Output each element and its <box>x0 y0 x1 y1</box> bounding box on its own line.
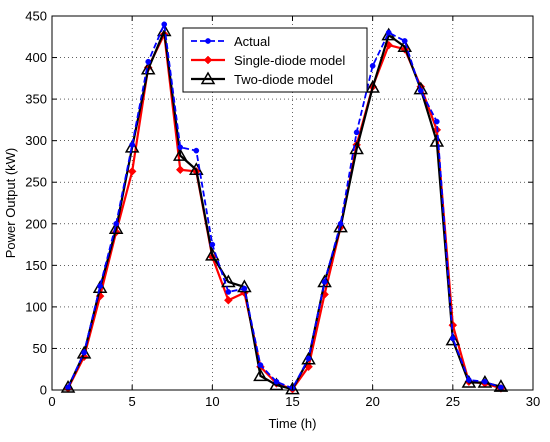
legend-entry: Two-diode model <box>191 71 333 87</box>
data-point <box>301 351 316 365</box>
data-point <box>369 63 376 69</box>
legend-entries: Actual Single-diode model Two-diode model <box>191 34 345 87</box>
x-tick-label: 20 <box>365 394 379 409</box>
legend: Actual Single-diode model Two-diode model <box>182 27 368 93</box>
data-point <box>445 332 461 346</box>
y-tick-label: 350 <box>25 92 47 107</box>
data-point <box>257 362 264 368</box>
y-tick-label: 400 <box>25 50 47 65</box>
grid <box>52 16 533 390</box>
y-tick-label: 300 <box>25 133 47 148</box>
data-point <box>193 147 200 154</box>
data-point <box>225 289 232 295</box>
data-point <box>175 165 185 175</box>
series-line <box>67 29 502 391</box>
data-point <box>429 133 445 147</box>
data-point <box>140 61 156 75</box>
x-tick-label: 15 <box>285 394 299 409</box>
data-point <box>92 280 108 294</box>
y-tick-label: 250 <box>25 175 47 190</box>
data-point <box>317 274 332 288</box>
data-point <box>321 279 328 285</box>
data-point <box>145 58 152 65</box>
legend-marker <box>203 55 213 65</box>
y-axis-label: Power Output (kW) <box>3 148 18 259</box>
data-point <box>397 39 413 53</box>
data-point <box>285 381 300 395</box>
y-tick-label: 200 <box>25 216 47 231</box>
x-tick-label: 0 <box>48 394 55 409</box>
y-tick-label: 0 <box>40 383 47 398</box>
x-tick-label: 5 <box>129 394 136 409</box>
data-point <box>60 379 76 393</box>
data-point <box>482 378 488 385</box>
data-point <box>449 335 456 342</box>
data-point <box>224 295 233 305</box>
data-point <box>385 29 392 36</box>
data-point <box>177 144 184 151</box>
data-point <box>365 79 380 93</box>
data-point <box>209 241 216 248</box>
series-0 <box>65 21 504 392</box>
legend-marker <box>200 71 216 85</box>
legend-marker <box>205 38 211 44</box>
data-point <box>253 368 268 382</box>
legend-label: Single-diode model <box>234 53 345 68</box>
series-2 <box>60 23 509 395</box>
data-point <box>273 378 280 385</box>
data-point <box>97 283 103 289</box>
x-tick-label: 30 <box>526 394 540 409</box>
data-point <box>353 129 360 136</box>
data-point <box>161 21 168 28</box>
data-point <box>461 375 477 388</box>
data-point <box>401 38 408 44</box>
x-tick-label: 25 <box>446 394 460 409</box>
data-point <box>417 87 424 94</box>
data-point <box>333 219 348 233</box>
data-point <box>337 220 344 227</box>
legend-label: Two-diode model <box>234 72 333 87</box>
legend-entry: Single-diode model <box>191 53 345 68</box>
data-point <box>466 377 472 383</box>
y-tick-label: 50 <box>33 341 47 356</box>
data-point <box>113 220 119 227</box>
data-point <box>433 118 440 125</box>
series-group <box>60 21 509 395</box>
data-point <box>76 345 92 359</box>
data-point <box>65 384 71 391</box>
data-point <box>81 349 87 356</box>
y-tick-label: 450 <box>25 9 47 24</box>
data-point <box>127 167 137 176</box>
data-point <box>498 384 504 391</box>
x-axis-label: Time (h) <box>269 416 317 431</box>
data-point <box>129 141 136 148</box>
data-point <box>124 139 140 153</box>
series-line <box>67 23 502 390</box>
legend-entry: Actual <box>191 34 270 49</box>
data-point <box>172 148 188 161</box>
x-tick-label: 10 <box>205 394 219 409</box>
data-point <box>493 379 509 392</box>
data-point <box>108 221 124 235</box>
data-point <box>241 285 248 292</box>
legend-label: Actual <box>234 34 270 49</box>
y-tick-label: 100 <box>25 299 47 314</box>
y-tick-label: 150 <box>25 258 47 273</box>
data-point <box>305 355 312 362</box>
